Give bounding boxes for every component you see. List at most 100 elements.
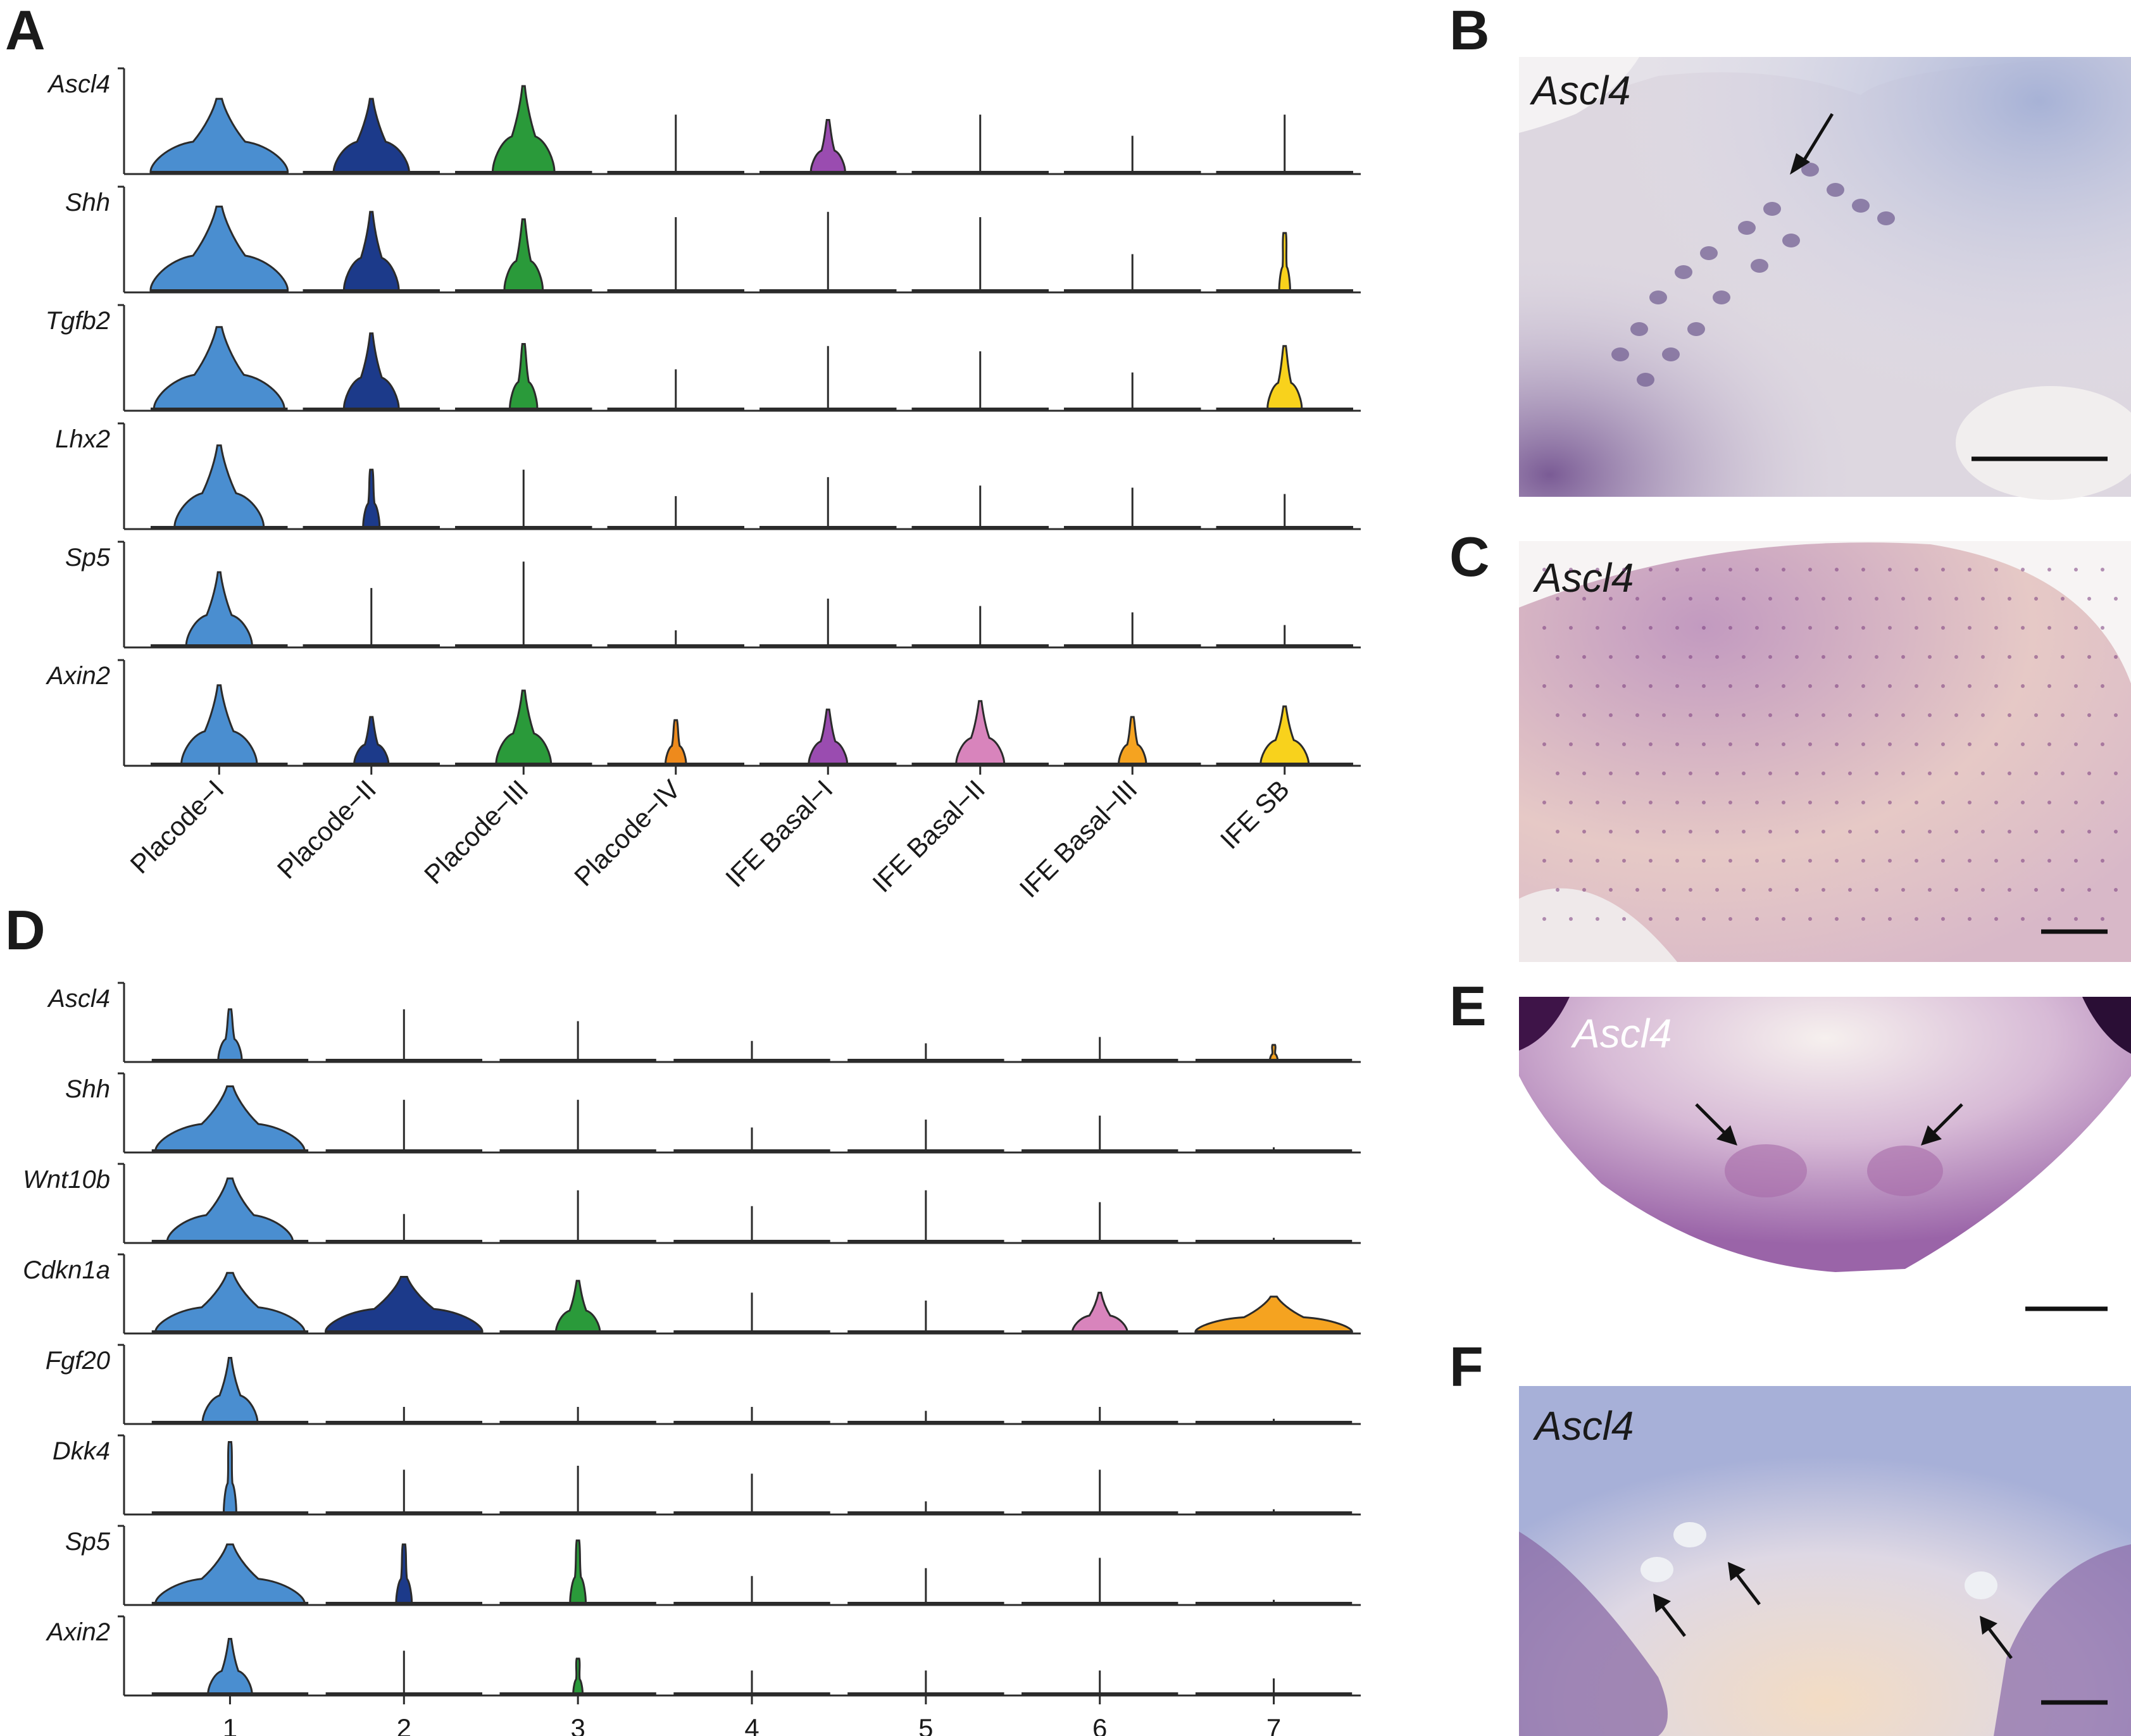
- arrow-f-2-head: [1728, 1562, 1746, 1581]
- follicle-dot: [1808, 742, 1812, 746]
- photo-e-right-edge: [2082, 997, 2131, 1054]
- follicle-dot: [1915, 859, 1918, 863]
- follicle-dot: [2087, 888, 2091, 892]
- follicle-dot: [1556, 597, 1559, 601]
- follicle-dot: [1888, 626, 1892, 630]
- follicle-dot: [2074, 742, 2078, 746]
- follicle-dot: [1822, 888, 1825, 892]
- violin-a-tgfb2-8: [1266, 345, 1303, 411]
- violin-a-axin2-8: [1259, 705, 1310, 766]
- follicle-dot: [2074, 801, 2078, 804]
- photo-b: Ascl4: [1519, 57, 2131, 500]
- arrow-e-left-shaft: [1695, 1103, 1729, 1137]
- follicle-dot: [2034, 888, 2038, 892]
- follicle-dot: [1808, 859, 1812, 863]
- follicle-dot: [1968, 684, 1972, 688]
- photo-c-follicle-dots: [1542, 568, 2118, 921]
- follicle-dot: [1901, 771, 1905, 775]
- panel-letter-f: F: [1449, 1335, 1484, 1398]
- follicle-dot: [1915, 742, 1918, 746]
- follicle-dot: [1888, 742, 1892, 746]
- follicle-dot: [1994, 859, 1998, 863]
- follicle-dot: [1808, 801, 1812, 804]
- x-tick-label: Placode−II: [272, 774, 382, 884]
- follicle-dot: [1981, 713, 1985, 717]
- follicle-dot: [2114, 830, 2118, 834]
- follicle-dot: [1582, 713, 1586, 717]
- panel-letter-c: C: [1449, 525, 1490, 588]
- follicle-dot: [1689, 713, 1692, 717]
- follicle-dot: [1782, 859, 1785, 863]
- follicle-dot: [1702, 801, 1706, 804]
- follicle-dot: [1662, 713, 1666, 717]
- follicle-dot: [1888, 568, 1892, 571]
- follicle-dot: [1556, 655, 1559, 659]
- violin-a-shh-1: [149, 205, 289, 292]
- photo-f-left-purple: [1519, 1532, 1668, 1736]
- follicle-dot: [1888, 684, 1892, 688]
- follicle-dot: [2021, 917, 2025, 921]
- follicle-dot: [1755, 917, 1759, 921]
- violin-a-ascl4-5: [809, 119, 846, 174]
- follicle-dot: [1569, 568, 1573, 571]
- follicle-dot: [1755, 801, 1759, 804]
- follicle-dot: [2087, 655, 2091, 659]
- follicle-dot: [1649, 626, 1653, 630]
- follicle-dot: [2034, 713, 2038, 717]
- gene-label: Wnt10b: [23, 1166, 110, 1194]
- follicle-dot: [2087, 830, 2091, 834]
- follicle-dot: [2021, 742, 2025, 746]
- follicle-dot: [1622, 917, 1626, 921]
- violin-d-cdkn1a-6: [1071, 1292, 1128, 1333]
- follicle-dot: [2034, 830, 2038, 834]
- follicle-dot: [1795, 597, 1799, 601]
- follicle-dot: [1742, 597, 1746, 601]
- follicle-dot: [1848, 713, 1852, 717]
- follicle-dot: [1622, 626, 1626, 630]
- follicle-dot: [1556, 713, 1559, 717]
- follicle-dot: [1689, 888, 1692, 892]
- follicle-dot: [1875, 655, 1878, 659]
- follicle-dot: [1596, 626, 1599, 630]
- gene-label: Axin2: [46, 1618, 110, 1646]
- placode-dot: [1649, 290, 1667, 304]
- follicle-dot: [2074, 917, 2078, 921]
- follicle-dot: [1861, 742, 1865, 746]
- follicle-dot: [1582, 597, 1586, 601]
- follicle-dot: [1954, 597, 1958, 601]
- follicle-dot: [1569, 801, 1573, 804]
- follicle-dot: [1928, 597, 1932, 601]
- follicle-dot: [1596, 917, 1599, 921]
- follicle-dot: [2021, 568, 2025, 571]
- follicle-dot: [2087, 597, 2091, 601]
- follicle-dot: [1596, 859, 1599, 863]
- follicle-dot: [1768, 655, 1772, 659]
- violin-d-ascl4-7: [1268, 1044, 1279, 1062]
- photo-e: Ascl4: [1519, 997, 2131, 1348]
- follicle-dot: [1702, 626, 1706, 630]
- follicle-dot: [1649, 742, 1653, 746]
- placode-dot: [1827, 183, 1844, 197]
- photo-b-placode-dots: [1611, 163, 1895, 387]
- follicle-dot: [1835, 801, 1839, 804]
- follicle-dot: [1795, 655, 1799, 659]
- x-tick-label: IFE Basal−II: [866, 774, 991, 898]
- placode-dot: [1637, 373, 1654, 387]
- follicle-dot: [1728, 917, 1732, 921]
- follicle-dot: [1994, 626, 1998, 630]
- violin-chart-d: Ascl4 Shh Wnt10b Cdkn1a Fgf20 Dkk4 Sp5 Axin2 1 2 3…: [23, 982, 1361, 1736]
- follicle-dot: [2101, 859, 2104, 863]
- follicle-dot: [2047, 742, 2051, 746]
- follicle-dot: [2008, 888, 2011, 892]
- violin-a-shh-8: [1278, 232, 1291, 292]
- follicle-dot: [1941, 568, 1945, 571]
- follicle-dot: [1542, 917, 1546, 921]
- x-tick-label: IFE Basal−III: [1014, 774, 1143, 903]
- follicle-dot: [1861, 917, 1865, 921]
- violin-d-axin2-1: [207, 1638, 253, 1695]
- arrow-b-shaft: [1799, 113, 1834, 167]
- follicle-dot: [1622, 568, 1626, 571]
- follicle-dot: [1835, 859, 1839, 863]
- photo-f-right-purple: [1994, 1544, 2131, 1736]
- follicle-dot: [1915, 626, 1918, 630]
